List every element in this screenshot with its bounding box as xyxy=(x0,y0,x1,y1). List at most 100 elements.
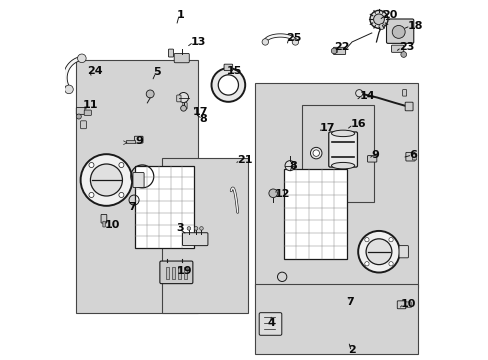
Text: 14: 14 xyxy=(359,91,374,101)
Ellipse shape xyxy=(331,162,354,169)
Bar xyxy=(165,267,169,279)
Text: 18: 18 xyxy=(407,21,422,31)
FancyBboxPatch shape xyxy=(405,152,414,161)
Text: 22: 22 xyxy=(333,42,349,52)
Circle shape xyxy=(178,93,188,103)
FancyBboxPatch shape xyxy=(396,301,405,309)
FancyBboxPatch shape xyxy=(81,121,86,129)
Circle shape xyxy=(81,154,132,206)
FancyBboxPatch shape xyxy=(76,108,85,114)
Text: 10: 10 xyxy=(400,299,415,309)
Circle shape xyxy=(64,85,73,94)
Bar xyxy=(255,284,418,354)
Circle shape xyxy=(89,162,94,167)
Circle shape xyxy=(78,54,86,63)
Text: 2: 2 xyxy=(348,345,356,355)
Circle shape xyxy=(400,51,406,57)
Bar xyxy=(284,169,346,259)
Bar xyxy=(183,267,187,279)
Text: 24: 24 xyxy=(86,66,102,76)
FancyBboxPatch shape xyxy=(405,102,412,111)
Circle shape xyxy=(199,226,203,230)
Circle shape xyxy=(369,10,387,28)
Text: 9: 9 xyxy=(135,136,142,145)
Circle shape xyxy=(378,24,384,30)
Circle shape xyxy=(373,14,384,25)
Text: 10: 10 xyxy=(104,220,120,230)
Circle shape xyxy=(364,238,368,242)
Text: 1: 1 xyxy=(176,10,184,20)
Circle shape xyxy=(285,161,294,171)
Bar xyxy=(135,166,194,248)
Circle shape xyxy=(180,105,186,111)
Text: 17: 17 xyxy=(319,123,335,133)
Text: 25: 25 xyxy=(285,33,301,43)
Text: 12: 12 xyxy=(274,189,290,199)
Text: 9: 9 xyxy=(371,150,379,160)
Circle shape xyxy=(194,226,198,230)
Bar xyxy=(177,267,181,279)
FancyBboxPatch shape xyxy=(133,172,144,188)
Text: 23: 23 xyxy=(398,42,413,52)
Circle shape xyxy=(388,262,392,266)
Text: 21: 21 xyxy=(237,155,252,165)
Circle shape xyxy=(355,90,362,97)
Bar xyxy=(76,60,198,313)
Text: 11: 11 xyxy=(82,100,98,110)
FancyBboxPatch shape xyxy=(367,156,376,162)
FancyBboxPatch shape xyxy=(134,136,142,143)
Text: 5: 5 xyxy=(153,67,161,77)
Text: 19: 19 xyxy=(176,266,192,276)
Bar xyxy=(126,140,135,143)
Text: 7: 7 xyxy=(346,297,354,307)
Text: 3: 3 xyxy=(176,224,183,233)
FancyBboxPatch shape xyxy=(333,47,345,54)
Circle shape xyxy=(119,193,123,198)
FancyBboxPatch shape xyxy=(160,261,192,284)
Bar xyxy=(255,83,418,288)
Circle shape xyxy=(366,239,391,265)
FancyBboxPatch shape xyxy=(174,53,189,63)
FancyBboxPatch shape xyxy=(182,233,207,246)
Circle shape xyxy=(310,147,321,159)
Circle shape xyxy=(268,189,277,198)
Circle shape xyxy=(76,114,81,119)
Text: 13: 13 xyxy=(190,37,205,47)
Text: 8: 8 xyxy=(289,161,297,171)
Circle shape xyxy=(364,262,368,266)
Circle shape xyxy=(90,164,122,196)
Circle shape xyxy=(119,162,123,167)
Circle shape xyxy=(89,193,94,198)
FancyBboxPatch shape xyxy=(402,90,406,96)
FancyBboxPatch shape xyxy=(101,215,106,223)
Text: 17: 17 xyxy=(192,107,207,117)
FancyBboxPatch shape xyxy=(183,103,187,109)
FancyBboxPatch shape xyxy=(411,153,416,160)
Bar xyxy=(301,105,373,202)
Text: 7: 7 xyxy=(128,202,136,212)
Circle shape xyxy=(357,231,399,273)
Circle shape xyxy=(146,90,154,98)
Circle shape xyxy=(388,238,392,242)
Bar xyxy=(171,267,175,279)
Circle shape xyxy=(330,48,336,54)
Circle shape xyxy=(187,226,190,230)
Circle shape xyxy=(292,39,298,45)
Text: 20: 20 xyxy=(382,10,397,20)
Circle shape xyxy=(262,39,268,45)
Circle shape xyxy=(312,150,319,156)
Text: 8: 8 xyxy=(199,114,207,124)
Text: 6: 6 xyxy=(408,150,416,160)
Circle shape xyxy=(218,75,238,95)
FancyBboxPatch shape xyxy=(102,221,105,227)
FancyBboxPatch shape xyxy=(176,95,181,102)
FancyBboxPatch shape xyxy=(259,313,281,335)
Circle shape xyxy=(391,26,405,39)
FancyBboxPatch shape xyxy=(391,45,403,52)
FancyBboxPatch shape xyxy=(398,246,407,258)
Bar xyxy=(162,158,247,313)
FancyBboxPatch shape xyxy=(405,302,410,308)
Text: 4: 4 xyxy=(267,319,275,328)
Text: 15: 15 xyxy=(226,66,242,76)
Circle shape xyxy=(211,68,244,102)
